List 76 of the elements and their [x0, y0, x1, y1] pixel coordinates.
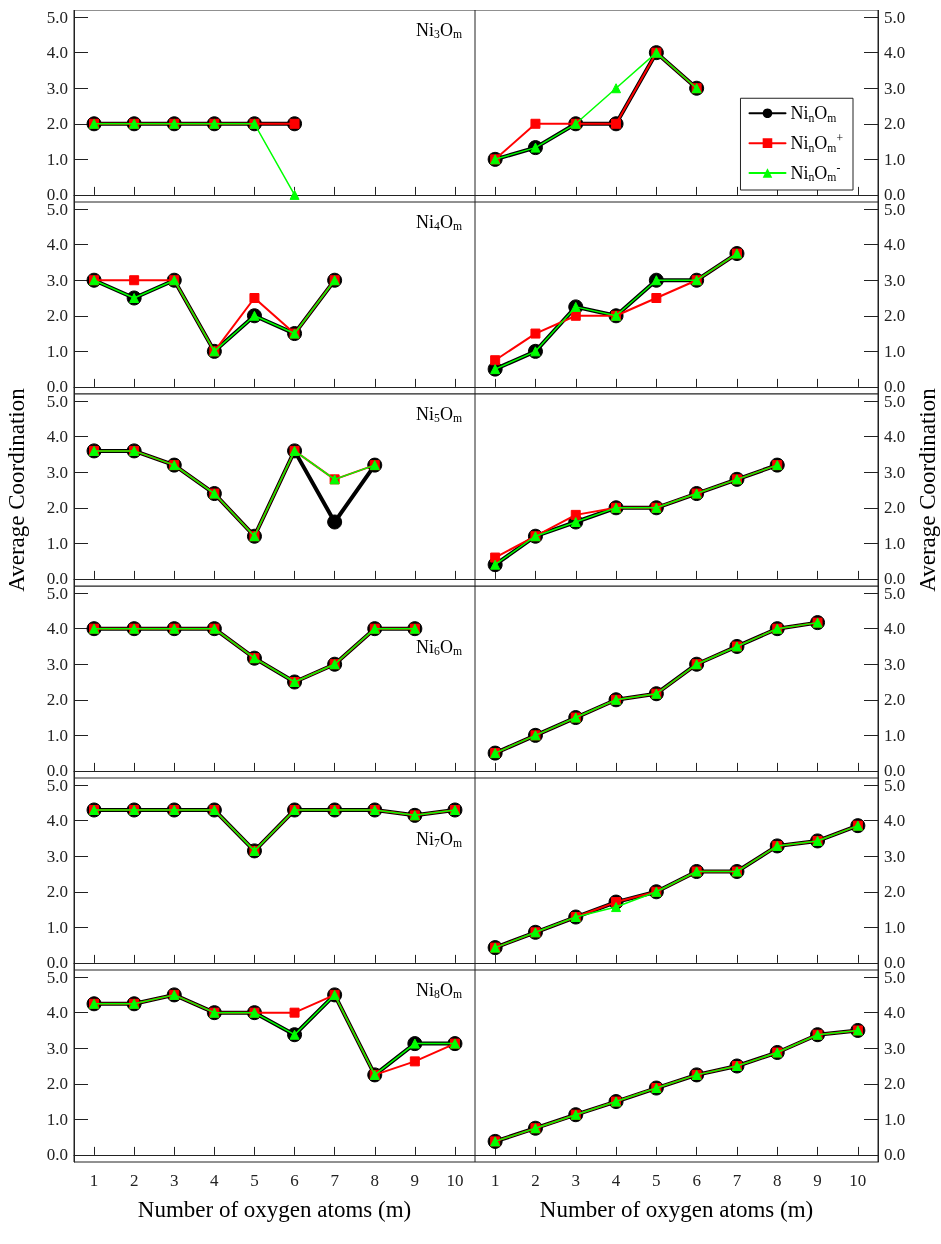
y-tick-label: 2.0	[884, 498, 906, 518]
y-tick-label: 4.0	[46, 427, 68, 447]
y-tick-label: 2.0	[46, 498, 68, 518]
x-tick-label: 9	[410, 1171, 420, 1190]
y-tick-label: 2.0	[46, 1074, 68, 1094]
y-tick-label: 4.0	[884, 43, 906, 63]
y-axis-title: Average Coordination	[915, 387, 941, 592]
x-axis-title: Number of oxygen atoms (m)	[137, 1197, 412, 1222]
y-tick-label: 5.0	[884, 7, 906, 27]
x-tick-label: 6	[692, 1171, 701, 1190]
x-tick-label: 2	[531, 1171, 540, 1190]
y-tick-label: 3.0	[884, 78, 906, 98]
y-tick-label: 1.0	[46, 917, 68, 937]
x-tick-label: 2	[129, 1171, 139, 1190]
y-tick-label: 4.0	[884, 1003, 906, 1023]
y-tick-label: 0.0	[46, 1145, 68, 1165]
y-tick-label: 3.0	[46, 654, 68, 674]
y-tick-label: 1.0	[884, 725, 906, 745]
y-tick-label: 2.0	[884, 690, 906, 710]
x-tick-label: 8	[370, 1171, 379, 1190]
y-axis-title: Average Coordination	[4, 387, 29, 592]
y-tick-label: 4.0	[46, 811, 68, 831]
y-tick-label: 4.0	[884, 811, 906, 831]
y-tick-label: 3.0	[46, 78, 68, 98]
y-tick-label: 1.0	[884, 917, 906, 937]
y-tick-label: 2.0	[46, 114, 68, 134]
y-tick-label: 3.0	[46, 1038, 68, 1058]
y-tick-label: 3.0	[46, 270, 68, 290]
y-tick-label: 2.0	[46, 306, 68, 326]
y-tick-label: 0.0	[884, 1145, 906, 1165]
y-tick-label: 1.0	[46, 149, 68, 169]
y-tick-label: 1.0	[46, 533, 68, 553]
x-tick-label: 8	[773, 1171, 782, 1190]
y-tick-label: 3.0	[884, 846, 906, 866]
y-tick-label: 1.0	[884, 341, 906, 361]
y-tick-label: 3.0	[884, 654, 906, 674]
x-tick-label: 10	[446, 1171, 464, 1190]
x-tick-label: 7	[330, 1171, 340, 1190]
x-tick-label: 4	[611, 1171, 621, 1190]
y-tick-label: 4.0	[46, 619, 68, 639]
y-tick-label: 2.0	[884, 882, 906, 902]
y-tick-label: 3.0	[884, 462, 906, 482]
y-tick-label: 1.0	[884, 1109, 906, 1129]
y-tick-label: 3.0	[884, 270, 906, 290]
y-tick-label: 1.0	[884, 533, 906, 553]
y-tick-label: 2.0	[884, 1074, 906, 1094]
y-tick-label: 3.0	[46, 462, 68, 482]
x-tick-label: 5	[250, 1171, 259, 1190]
x-tick-label: 10	[849, 1171, 867, 1190]
x-tick-label: 6	[290, 1171, 299, 1190]
x-tick-label: 4	[210, 1171, 220, 1190]
y-tick-label: 2.0	[46, 690, 68, 710]
y-tick-label: 4.0	[884, 427, 906, 447]
x-tick-label: 7	[732, 1171, 742, 1190]
y-tick-label: 1.0	[46, 341, 68, 361]
y-tick-label: 4.0	[884, 235, 906, 255]
y-tick-label: 3.0	[884, 1038, 906, 1058]
x-tick-label: 9	[813, 1171, 822, 1190]
x-tick-label: 3	[571, 1171, 580, 1190]
y-tick-label: 4.0	[884, 619, 906, 639]
x-tick-label: 1	[490, 1171, 500, 1190]
x-tick-label: 5	[652, 1171, 661, 1190]
y-tick-label: 2.0	[884, 306, 906, 326]
y-tick-label: 5.0	[46, 7, 68, 27]
y-tick-label: 1.0	[46, 1109, 68, 1129]
y-tick-label: 1.0	[46, 725, 68, 745]
x-tick-label: 3	[170, 1171, 179, 1190]
y-tick-label: 3.0	[46, 846, 68, 866]
y-tick-label: 1.0	[884, 149, 906, 169]
y-tick-label: 4.0	[46, 1003, 68, 1023]
y-tick-label: 4.0	[46, 235, 68, 255]
y-tick-label: 2.0	[46, 882, 68, 902]
y-tick-label: 4.0	[46, 43, 68, 63]
x-axis-title: Number of oxygen atoms (m)	[539, 1197, 814, 1222]
x-tick-label: 1	[89, 1171, 99, 1190]
y-tick-label: 2.0	[884, 114, 906, 134]
